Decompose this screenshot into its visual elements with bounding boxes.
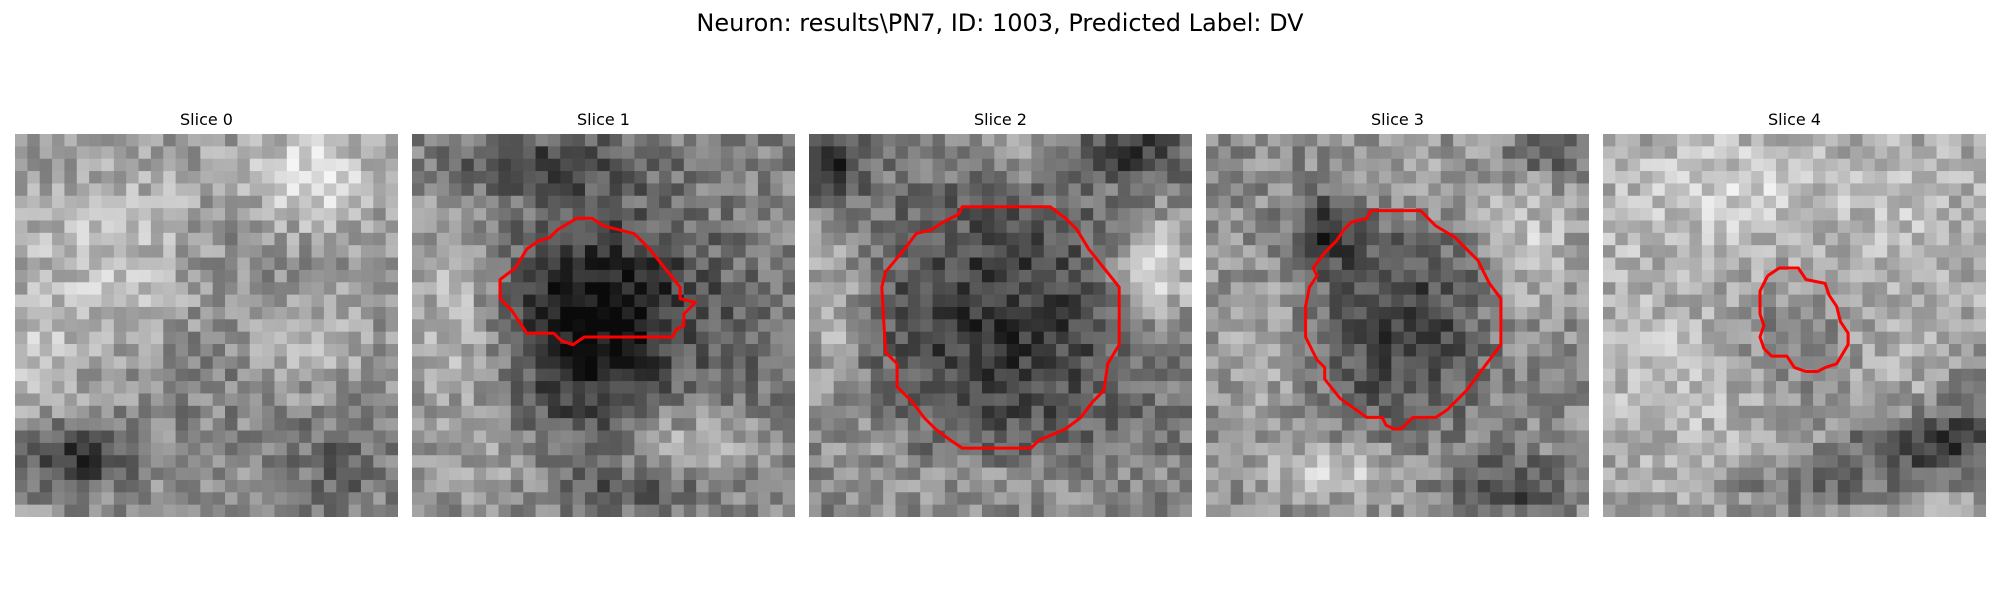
- segmentation-contour: [1304, 209, 1503, 431]
- slice-panel-4: Slice 4: [1603, 108, 1986, 517]
- slice-image-0: [15, 134, 398, 517]
- slice-panel-3: Slice 3: [1206, 108, 1589, 517]
- slice-image-2: [809, 134, 1192, 517]
- slice-title: Slice 4: [1768, 110, 1821, 129]
- segmentation-contour: [1758, 266, 1850, 373]
- slice-panel-2: Slice 2: [809, 108, 1192, 517]
- segmentation-contour: [880, 205, 1121, 450]
- slice-title: Slice 3: [1371, 110, 1424, 129]
- slice-image-4: [1603, 134, 1986, 517]
- slice-panel-1: Slice 1: [412, 108, 795, 517]
- segmentation-contour: [498, 216, 697, 347]
- slice-image-3: [1206, 134, 1589, 517]
- slice-title: Slice 1: [577, 110, 630, 129]
- slice-title: Slice 0: [180, 110, 233, 129]
- slice-panel-0: Slice 0: [15, 108, 398, 517]
- slice-image-1: [412, 134, 795, 517]
- slice-title: Slice 2: [974, 110, 1027, 129]
- figure-title: Neuron: results\PN7, ID: 1003, Predicted…: [696, 9, 1304, 37]
